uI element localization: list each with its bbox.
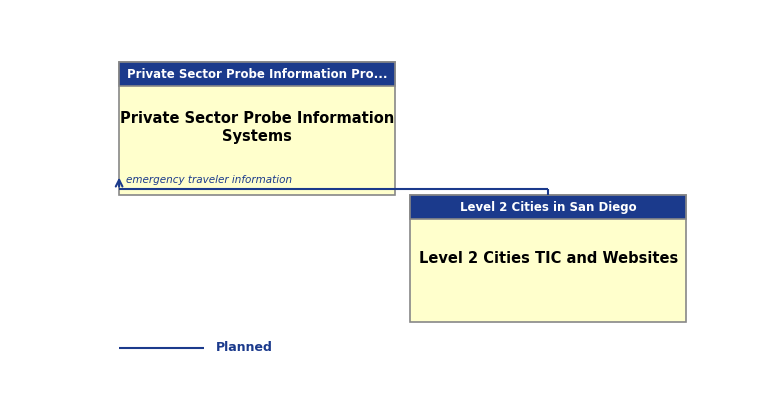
Bar (410, 195, 687, 219)
Text: Private Sector Probe Information Pro...: Private Sector Probe Information Pro... (127, 68, 388, 80)
Bar (119, 62, 395, 195)
Text: Level 2 Cities in San Diego: Level 2 Cities in San Diego (460, 201, 637, 214)
Text: emergency traveler information: emergency traveler information (126, 175, 293, 185)
Text: Planned: Planned (216, 341, 273, 354)
Bar (410, 195, 687, 322)
Bar (119, 62, 395, 86)
Text: Level 2 Cities TIC and Websites: Level 2 Cities TIC and Websites (419, 251, 678, 266)
Text: Private Sector Probe Information
Systems: Private Sector Probe Information Systems (120, 111, 395, 144)
